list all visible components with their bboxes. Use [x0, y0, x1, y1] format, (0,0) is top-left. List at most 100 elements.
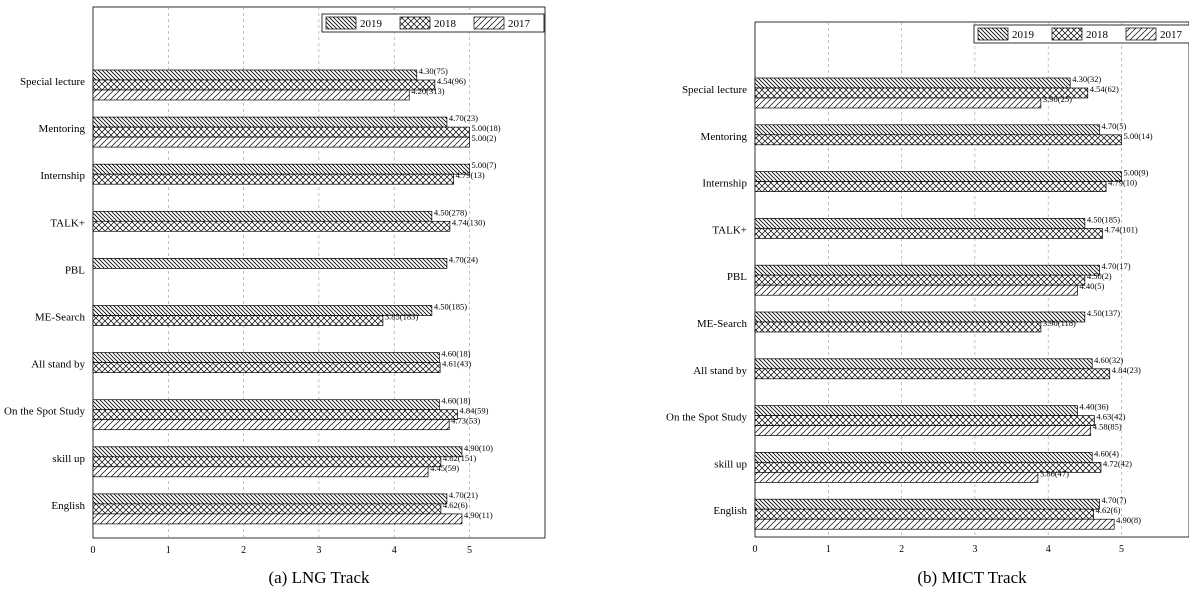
data-label: 4.40(36) [1080, 402, 1109, 412]
legend-swatch-2018 [399, 16, 431, 30]
legend-swatch-2019 [977, 27, 1009, 41]
bar-2017-skill-up [92, 466, 429, 478]
bar-2018-english [754, 508, 1094, 520]
data-label: 4.58(85) [1093, 422, 1122, 432]
bar-2019-talk [92, 210, 433, 222]
x-tick-label: 0 [753, 544, 758, 555]
data-label: 4.54(62) [1090, 84, 1119, 94]
bar-2017-skill-up [754, 472, 1039, 483]
data-label: 4.60(18) [441, 349, 470, 359]
data-label: 4.70(5) [1102, 121, 1127, 131]
bar-2018-on-the-spot-study [92, 409, 458, 421]
category-label-mentoring: Mentoring [701, 131, 748, 143]
data-label: 4.50(2) [1087, 271, 1112, 281]
bar-2017-on-the-spot-study [754, 425, 1092, 436]
data-label: 4.30(75) [419, 66, 448, 76]
data-label: 4.63(42) [1096, 412, 1125, 422]
bar-2019-pbl [92, 258, 448, 269]
bar-2018-skill-up [92, 456, 442, 468]
bar-2018-all-stand-by [92, 362, 441, 373]
x-tick-label: 0 [91, 545, 96, 556]
data-label: 4.72(42) [1103, 458, 1132, 468]
bar-2019-internship [754, 171, 1122, 182]
legend-label-2019: 2019 [360, 18, 383, 30]
data-label: 3.85(183) [385, 312, 418, 322]
data-label: 4.50(278) [434, 207, 467, 217]
bar-2019-all-stand-by [92, 352, 440, 363]
bar-2017-english [754, 518, 1115, 530]
bar-2018-talk [92, 220, 451, 232]
chart-caption: (a) LNG Track [268, 568, 370, 587]
data-label: 4.61(43) [442, 359, 471, 369]
bar-2019-all-stand-by [754, 358, 1093, 370]
category-label-me-search: ME-Search [35, 312, 86, 324]
bar-2017-mentoring [92, 136, 470, 148]
bar-2017-special-lecture [754, 97, 1042, 109]
data-label: 3.90(25) [1043, 94, 1072, 104]
legend-swatch-2019 [325, 16, 357, 30]
data-label: 4.74(101) [1104, 224, 1137, 234]
category-label-me-search: ME-Search [697, 318, 748, 330]
data-label: 4.60(32) [1094, 355, 1123, 365]
chart-panel-lng-track: 0 1 2 3 4 5 Special lecture 4.30(75)4.54(96)4.2… [4, 6, 546, 587]
data-label: 5.00(7) [472, 160, 497, 170]
bar-2019-english [92, 493, 448, 505]
bar-2018-me-search [754, 321, 1042, 333]
bar-2019-mentoring [754, 124, 1100, 136]
x-tick-label: 4 [392, 545, 397, 556]
category-label-english: English [713, 505, 747, 517]
legend-label-2019: 2019 [1012, 29, 1035, 41]
category-label-skill-up: skill up [52, 453, 85, 465]
x-tick-label: 5 [1119, 544, 1124, 555]
bar-2019-talk [754, 218, 1086, 229]
bar-2017-special-lecture [92, 89, 410, 101]
bar-2019-english [754, 498, 1100, 510]
bar-2018-pbl [754, 274, 1086, 286]
data-label: 4.62(6) [443, 500, 468, 510]
bar-2017-english [92, 513, 463, 525]
bar-2018-on-the-spot-study [754, 415, 1095, 426]
data-label: 4.70(17) [1102, 261, 1131, 271]
chart-caption: (b) MICT Track [917, 568, 1027, 587]
category-label-pbl: PBL [727, 271, 747, 283]
bar-2019-on-the-spot-study [92, 399, 440, 411]
bar-2018-internship [92, 173, 455, 185]
data-label: 4.90(10) [464, 443, 493, 453]
data-label: 3.86(47) [1040, 468, 1069, 478]
category-label-internship: Internship [702, 178, 747, 190]
data-label: 4.84(59) [459, 406, 488, 416]
category-label-pbl: PBL [65, 264, 85, 276]
x-tick-label: 2 [241, 545, 246, 556]
bar-2017-on-the-spot-study [92, 419, 450, 431]
data-label: 4.90(8) [1116, 515, 1141, 525]
category-label-talk: TALK+ [50, 217, 85, 229]
data-label: 4.60(18) [441, 396, 470, 406]
bar-2018-special-lecture [92, 79, 436, 91]
chart-panel-mict-track: 0 1 2 3 4 5 Special lecture 4.30(32)4.54(62) 3.9… [666, 21, 1189, 587]
bar-2019-pbl [754, 264, 1100, 276]
data-label: 3.90(118) [1043, 318, 1076, 328]
legend-label-2018: 2018 [1086, 29, 1109, 41]
data-label: 4.40(5) [1080, 281, 1105, 291]
data-label: 5.00(14) [1124, 131, 1153, 141]
bar-2019-me-search [92, 305, 433, 316]
bar-2019-special-lecture [754, 77, 1071, 89]
bar-2018-mentoring [92, 126, 470, 138]
x-tick-label: 1 [166, 545, 171, 556]
category-label-special-lecture: Special lecture [682, 84, 747, 96]
bar-2018-me-search [92, 315, 384, 326]
category-label-skill-up: skill up [714, 458, 747, 470]
category-label-all-stand-by: All stand by [693, 365, 747, 377]
bar-2018-special-lecture [754, 87, 1089, 99]
data-label: 4.79(10) [1108, 178, 1137, 188]
category-label-special-lecture: Special lecture [20, 76, 85, 88]
data-label: 4.50(185) [1087, 214, 1120, 224]
legend-swatch-2018 [1051, 27, 1083, 41]
bar-2019-me-search [754, 311, 1086, 323]
bar-2019-special-lecture [92, 69, 418, 81]
bar-2019-on-the-spot-study [754, 405, 1078, 416]
category-label-all-stand-by: All stand by [31, 359, 85, 371]
x-tick-label: 1 [826, 544, 831, 555]
data-label: 5.00(9) [1124, 168, 1149, 178]
